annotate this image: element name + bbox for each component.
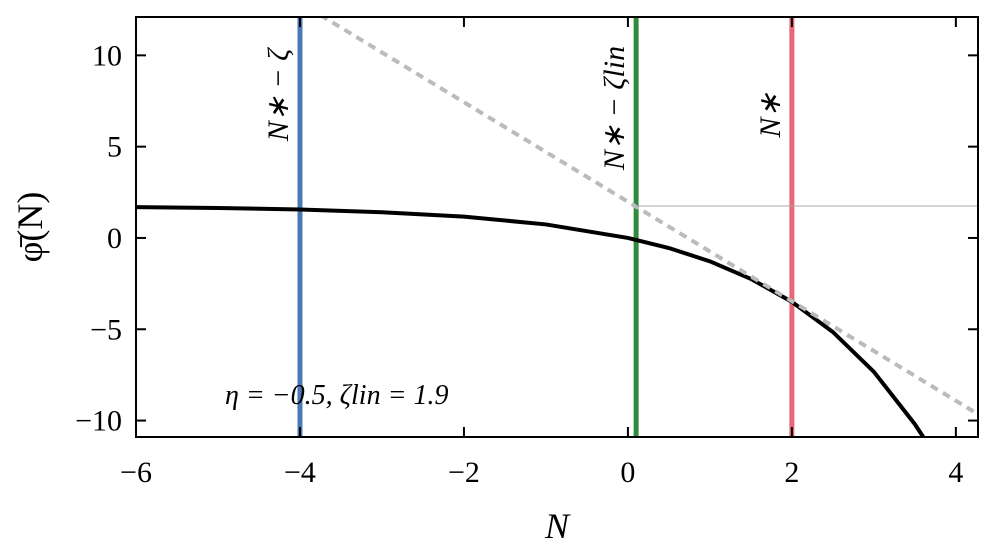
- series-line: [136, 205, 926, 437]
- y-tick-label: −10: [75, 405, 122, 438]
- annotation: η = −0.5, ζlin = 1.9: [225, 380, 448, 411]
- plot-frame: [135, 16, 979, 438]
- marker-label: N∗ − ζ: [262, 47, 295, 142]
- x-tick-label: −6: [120, 456, 152, 489]
- x-axis-label: N: [544, 506, 571, 546]
- y-tick-label: −5: [90, 313, 122, 346]
- y-tick-label: 5: [107, 131, 122, 164]
- x-tick-label: 0: [620, 456, 635, 489]
- y-tick-label: 0: [107, 222, 122, 255]
- series-line: [319, 17, 978, 416]
- x-tick-label: 2: [784, 456, 799, 489]
- x-tick-label: −2: [448, 456, 480, 489]
- y-tick-label: 10: [92, 39, 122, 72]
- y-axis-label: φ̄(N): [10, 192, 50, 263]
- plot-area: [136, 17, 978, 437]
- marker-label: N∗ − ζlin: [598, 46, 631, 171]
- x-tick-label: −4: [284, 456, 316, 489]
- x-tick-label: 4: [948, 456, 963, 489]
- marker-label: N∗: [754, 92, 787, 138]
